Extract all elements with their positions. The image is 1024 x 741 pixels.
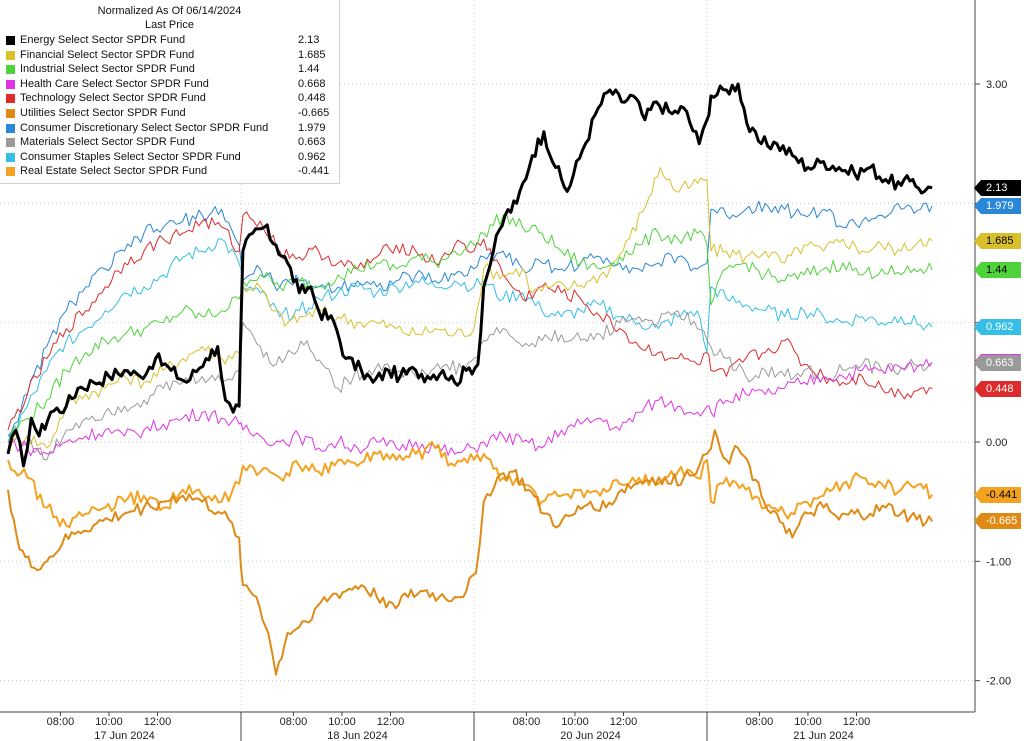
legend-label: Energy Select Sector SPDR Fund bbox=[20, 34, 186, 46]
legend-value: 1.979 bbox=[298, 121, 326, 134]
legend-item: Industrial Select Sector SPDR Fund 1.44 bbox=[0, 62, 339, 77]
series-line bbox=[7, 200, 933, 437]
series-line bbox=[6, 82, 933, 468]
x-tick-label: 08:00 bbox=[513, 716, 541, 728]
legend-value: 2.13 bbox=[298, 34, 320, 46]
legend-item: Utilities Select Sector SPDR Fund -0.665 bbox=[0, 106, 339, 121]
last-price-tag: 0.663 bbox=[974, 354, 1021, 371]
last-price-tag: 1.44 bbox=[974, 262, 1021, 279]
legend-swatch bbox=[6, 123, 15, 133]
x-day-label: 17 Jun 2024 bbox=[94, 730, 155, 741]
legend-value: 0.962 bbox=[298, 150, 326, 163]
x-day-label: 20 Jun 2024 bbox=[560, 730, 621, 741]
legend-label: Consumer Staples Select Sector SPDR Fund bbox=[20, 150, 241, 163]
series-line bbox=[7, 167, 933, 449]
legend-value: 1.685 bbox=[298, 48, 326, 61]
legend-swatch bbox=[6, 152, 15, 162]
legend-item: Materials Select Sector SPDR Fund 0.663 bbox=[0, 135, 339, 150]
legend-item: Health Care Select Sector SPDR Fund 0.668 bbox=[0, 77, 339, 92]
x-tick-label: 12:00 bbox=[377, 716, 405, 728]
y-tick-label: 3.00 bbox=[986, 79, 1007, 91]
legend-item: Technology Select Sector SPDR Fund 0.448 bbox=[0, 91, 339, 106]
legend-value: 1.44 bbox=[298, 63, 320, 76]
legend-value: -0.665 bbox=[298, 106, 330, 119]
x-tick-label: 08:00 bbox=[746, 716, 774, 728]
legend-swatch bbox=[6, 167, 15, 177]
legend-item: Energy Select Sector SPDR Fund 2.13 bbox=[0, 33, 339, 48]
x-tick-label: 10:00 bbox=[794, 716, 822, 728]
legend-label: Financial Select Sector SPDR Fund bbox=[20, 48, 195, 61]
series-line bbox=[7, 441, 934, 529]
series-layer bbox=[6, 82, 934, 676]
last-price-tag: 0.448 bbox=[974, 380, 1021, 397]
y-tick-label: -2.00 bbox=[986, 676, 1011, 688]
x-day-label: 21 Jun 2024 bbox=[793, 730, 854, 741]
legend-swatch bbox=[6, 50, 15, 60]
y-tick-label: -1.00 bbox=[986, 556, 1011, 568]
x-tick-label: 08:00 bbox=[47, 716, 75, 728]
legend-item: Real Estate Select Sector SPDR Fund -0.44… bbox=[0, 164, 339, 179]
legend-label: Consumer Discretionary Select Sector SPD… bbox=[20, 121, 269, 134]
legend-subtitle: Last Price bbox=[145, 19, 194, 31]
x-tick-label: 12:00 bbox=[843, 716, 871, 728]
x-day-label: 18 Jun 2024 bbox=[327, 730, 388, 741]
series-line bbox=[7, 238, 933, 443]
legend-label: Industrial Select Sector SPDR Fund bbox=[20, 63, 195, 76]
last-price-tag: 1.685 bbox=[974, 232, 1021, 249]
last-price-tag: -0.441 bbox=[974, 486, 1021, 503]
legend-label: Real Estate Select Sector SPDR Fund bbox=[20, 165, 208, 178]
series-line bbox=[7, 310, 933, 461]
series-line bbox=[7, 212, 933, 437]
x-tick-label: 08:00 bbox=[280, 716, 308, 728]
series-line bbox=[7, 211, 933, 431]
legend-swatch bbox=[6, 36, 15, 45]
last-price-tag: -0.665 bbox=[974, 513, 1021, 530]
legend-item: Financial Select Sector SPDR Fund 1.685 bbox=[0, 48, 339, 63]
legend-value: 0.663 bbox=[298, 136, 326, 149]
legend-label: Utilities Select Sector SPDR Fund bbox=[20, 106, 186, 119]
legend-label: Materials Select Sector SPDR Fund bbox=[20, 136, 195, 149]
series-line bbox=[7, 429, 934, 676]
x-tick-label: 12:00 bbox=[144, 716, 172, 728]
last-price-tag: 0.962 bbox=[974, 319, 1021, 336]
legend-swatch bbox=[6, 138, 15, 148]
legend-item: Consumer Discretionary Select Sector SPD… bbox=[0, 121, 339, 136]
legend-swatch bbox=[6, 79, 15, 89]
legend-value: 0.448 bbox=[298, 92, 326, 105]
x-tick-label: 10:00 bbox=[328, 716, 356, 728]
x-tick-label: 12:00 bbox=[610, 716, 638, 728]
legend-label: Technology Select Sector SPDR Fund bbox=[20, 92, 206, 105]
series-line bbox=[7, 358, 933, 457]
legend-swatch bbox=[6, 65, 15, 75]
x-tick-label: 10:00 bbox=[95, 716, 123, 728]
legend-title: Normalized As Of 06/14/2024 bbox=[97, 5, 242, 17]
legend-value: -0.441 bbox=[298, 165, 330, 178]
legend-swatch bbox=[6, 108, 15, 118]
legend: Normalized As Of 06/14/2024 Last Price E… bbox=[0, 0, 340, 184]
legend-swatch bbox=[6, 94, 15, 104]
last-price-tag: 1.979 bbox=[974, 197, 1021, 214]
legend-value: 0.668 bbox=[298, 77, 326, 90]
last-price-tag: 2.13 bbox=[974, 179, 1021, 196]
legend-item: Consumer Staples Select Sector SPDR Fund… bbox=[0, 150, 339, 165]
y-tick-label: 0.00 bbox=[986, 437, 1007, 449]
x-tick-label: 10:00 bbox=[561, 716, 589, 728]
legend-label: Health Care Select Sector SPDR Fund bbox=[20, 77, 209, 90]
